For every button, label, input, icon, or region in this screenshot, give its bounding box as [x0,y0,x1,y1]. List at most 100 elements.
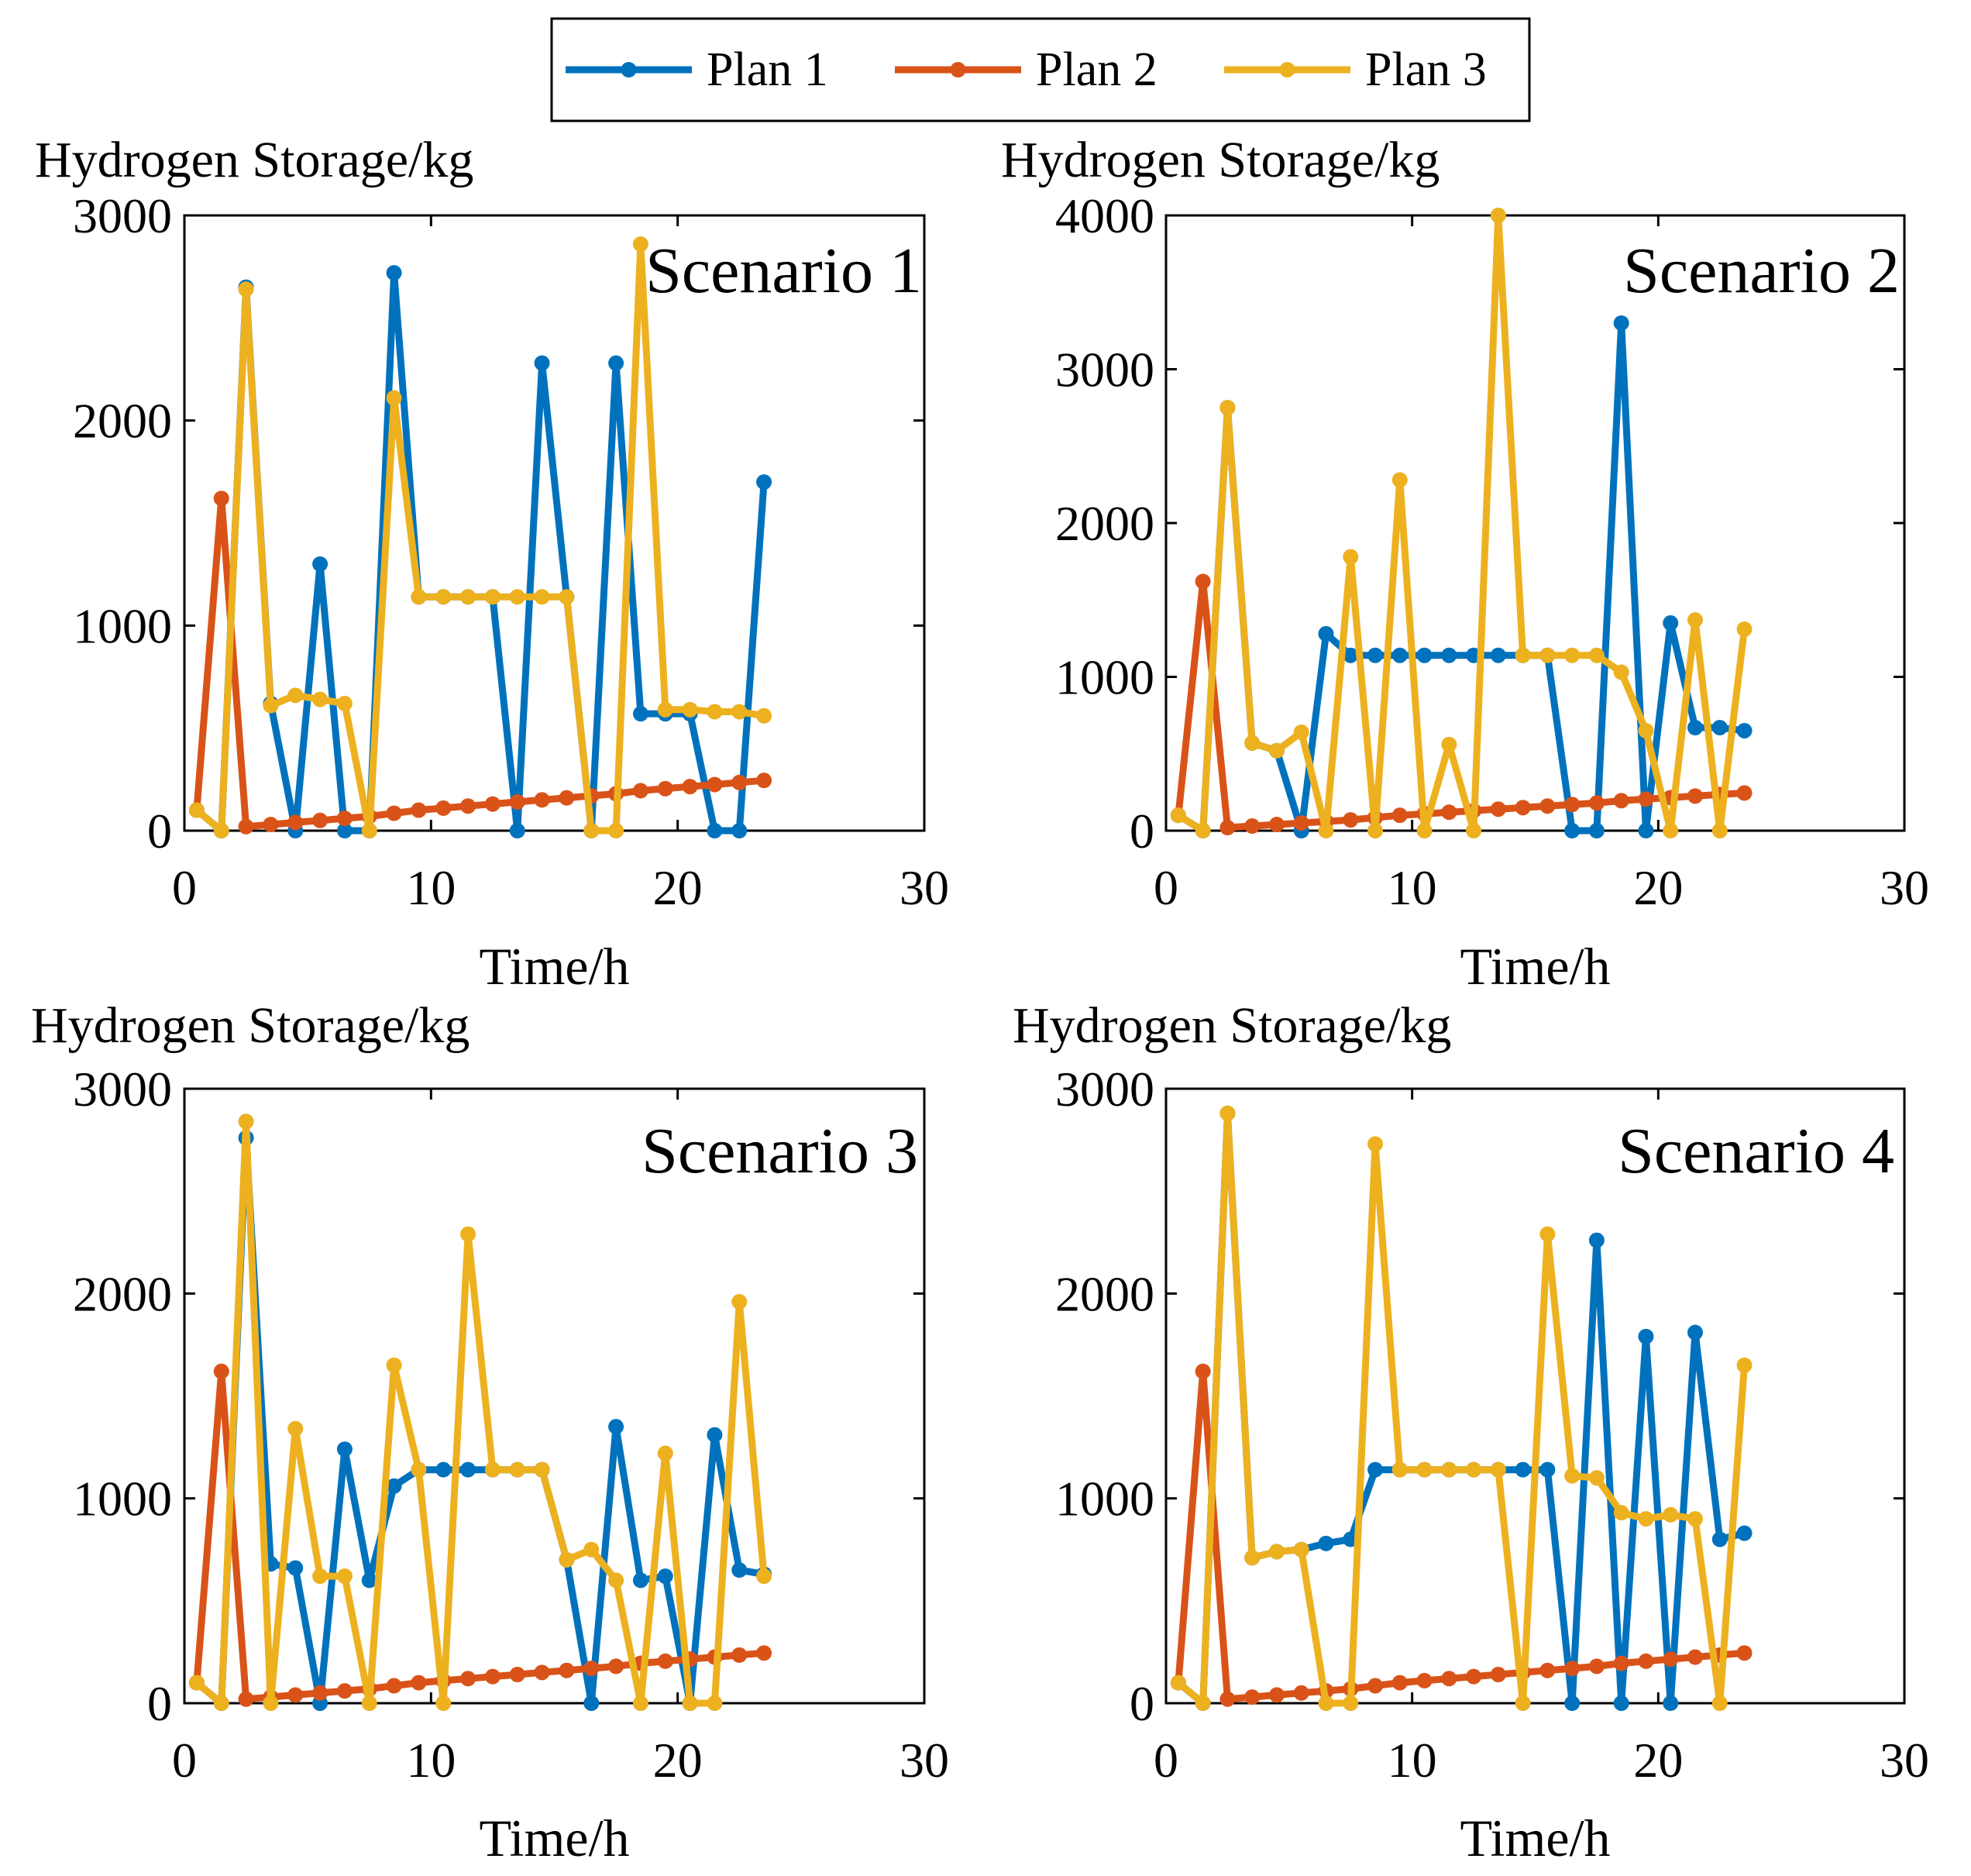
data-point [632,236,648,253]
y-tick-label: 0 [1130,1676,1154,1731]
y-tick-label: 0 [147,1676,172,1731]
data-point [411,1461,427,1478]
data-point [386,805,402,821]
y-tick-label: 2000 [1055,496,1154,551]
data-point [1588,1470,1605,1486]
data-point [1367,1678,1384,1694]
data-point [1515,800,1531,816]
data-point [1441,647,1457,663]
data-point [1391,647,1408,663]
y-axis-label: Hydrogen Storage/kg [1001,132,1440,188]
y-axis-label: Hydrogen Storage/kg [35,132,473,188]
data-point [1170,807,1186,824]
data-point [312,691,328,707]
data-point [1293,1541,1309,1558]
data-point [756,1645,772,1661]
data-point [460,589,476,605]
data-point [411,1675,427,1691]
data-point [1711,1695,1728,1711]
data-point [682,779,698,795]
data-point [386,1678,402,1694]
data-point [1244,1689,1261,1706]
series-line [193,269,768,835]
data-point [534,355,550,371]
data-point [1736,1357,1753,1373]
data-point [756,474,772,491]
legend: Plan 1 Plan 2 Plan 3 [550,17,1531,122]
data-point [534,1664,550,1681]
data-point [1490,647,1506,663]
data-point [1195,823,1211,838]
data-point [534,589,550,605]
y-tick-label: 1000 [73,598,172,653]
data-point [238,281,254,298]
axes-box [1164,214,1906,832]
series-plan-3 [1170,1105,1753,1711]
data-point [435,1695,452,1711]
data-point [1564,1695,1581,1711]
y-tick-label: 3000 [1055,342,1154,398]
data-point [1539,1662,1556,1678]
data-point [361,1695,377,1711]
data-point [1687,788,1703,804]
data-point [1638,1653,1654,1669]
data-point [1268,817,1285,833]
data-point [608,1419,624,1435]
y-tick-label: 1000 [1055,1472,1154,1527]
data-point [1515,1461,1531,1478]
data-point [1490,801,1506,818]
data-point [756,773,772,789]
data-point [657,1445,673,1461]
data-point [460,1461,476,1478]
data-point [1441,736,1457,752]
data-point [213,491,229,507]
y-axis-label: Hydrogen Storage/kg [31,997,470,1054]
data-point [1343,1695,1359,1711]
data-point [1638,722,1654,738]
data-point [287,1420,304,1437]
data-point [1219,400,1236,416]
data-point [1391,807,1408,824]
data-point [336,1441,353,1458]
data-point [1391,1675,1408,1691]
data-point [707,1427,723,1443]
data-point [559,589,575,605]
data-point [657,780,673,797]
data-point [1736,1645,1753,1661]
data-point [509,1461,525,1478]
data-point [336,811,353,827]
data-point [608,823,624,838]
data-point [509,589,525,605]
data-point [707,823,723,838]
data-point [1588,1232,1605,1248]
x-tick-label: 20 [653,1733,703,1788]
chart-title: Scenario 3 [642,1115,918,1187]
data-point [484,589,500,605]
data-point [1613,664,1629,680]
y-tick-label: 0 [1130,804,1154,859]
data-point [312,1685,328,1701]
y-axis-label: Hydrogen Storage/kg [1013,997,1451,1054]
data-point [583,1695,600,1711]
data-point [238,818,254,835]
data-point [188,1675,205,1691]
data-point [756,707,772,724]
x-tick-label: 30 [1880,860,1929,915]
data-point [1564,823,1581,838]
data-point [312,556,328,572]
data-point [608,355,624,371]
data-point [1367,823,1384,838]
x-tick-label: 30 [1880,1733,1929,1788]
data-point [1416,647,1433,663]
x-tick-label: 10 [1388,1733,1437,1788]
data-point [632,706,648,722]
data-point [1441,804,1457,821]
data-point [484,796,500,812]
data-point [1343,549,1359,565]
series-plan-2 [188,491,772,835]
data-point [1293,815,1309,831]
data-point [1539,1226,1556,1242]
data-point [213,1363,229,1379]
